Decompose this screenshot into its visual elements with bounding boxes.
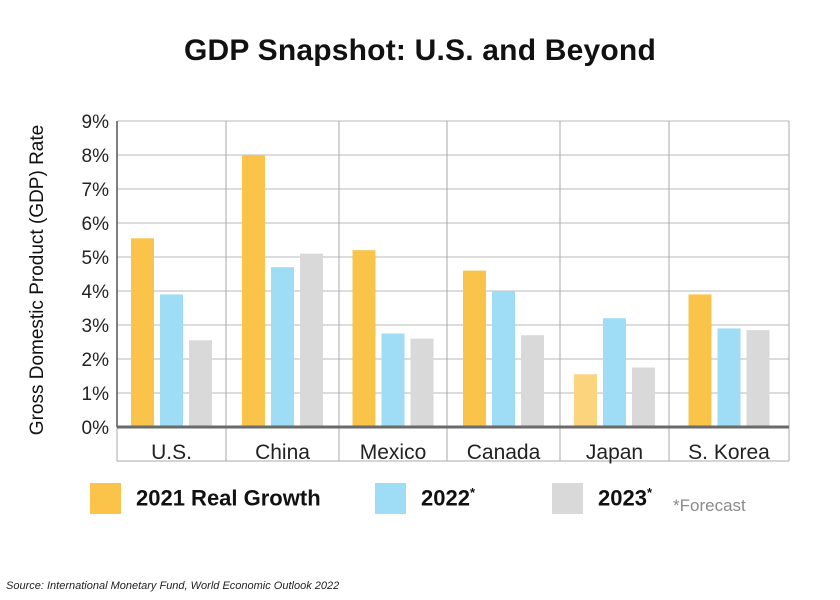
y-tick-label: 1% [82, 384, 110, 405]
y-axis-title: Gross Domestic Product (GDP) Rate [27, 125, 48, 435]
x-category-label: Japan [586, 441, 643, 464]
y-tick-label: 2% [82, 350, 110, 371]
bar-mexico-1 [352, 250, 376, 427]
legend-item-2022: 2022* [375, 482, 475, 514]
x-category-label: China [255, 441, 310, 464]
legend-label-2021: 2021 Real Growth [136, 485, 321, 511]
forecast-footnote: *Forecast [673, 496, 746, 515]
bar-japan-2 [603, 318, 626, 427]
bar-us-1 [131, 238, 154, 427]
bar-china-2 [271, 267, 294, 427]
x-category-label: U.S. [151, 441, 192, 464]
y-tick-label: 8% [82, 146, 110, 167]
legend-swatch-2021 [90, 482, 121, 514]
y-tick-label: 6% [82, 214, 110, 235]
bar-canada-3 [521, 335, 544, 427]
bar-mexico-2 [381, 333, 405, 427]
bar-canada-2 [492, 291, 515, 427]
bar-mexico-3 [410, 338, 434, 427]
x-category-label: S. Korea [688, 441, 770, 464]
source-note: Source: International Monetary Fund, Wor… [6, 580, 340, 592]
y-tick-label: 9% [82, 112, 110, 133]
chart-title: GDP Snapshot: U.S. and Beyond [184, 34, 656, 67]
legend-item-2021: 2021 Real Growth [90, 482, 321, 514]
legend-item-2023: 2023* [552, 482, 652, 514]
legend-label-2022: 2022* [421, 484, 476, 511]
bar-china-3 [300, 253, 323, 427]
bar-canada-1 [463, 270, 486, 427]
bar-skorea-1 [688, 294, 712, 427]
y-tick-label: 5% [82, 248, 110, 269]
x-category-label: Canada [467, 441, 541, 464]
bar-japan-1 [574, 374, 597, 427]
y-tick-label: 0% [82, 418, 110, 439]
legend-swatch-2022 [375, 482, 406, 514]
bar-us-2 [160, 294, 183, 427]
y-tick-label: 7% [82, 180, 110, 201]
bar-china-1 [242, 155, 265, 427]
legend-swatch-2023 [552, 482, 583, 514]
y-tick-label: 3% [82, 316, 110, 337]
bar-skorea-2 [717, 328, 741, 427]
legend-label-2023: 2023* [598, 484, 653, 511]
x-category-label: Mexico [360, 441, 427, 464]
y-tick-label: 4% [82, 282, 110, 303]
bar-us-3 [189, 340, 212, 427]
bar-skorea-3 [746, 330, 770, 427]
bar-japan-3 [632, 367, 655, 427]
